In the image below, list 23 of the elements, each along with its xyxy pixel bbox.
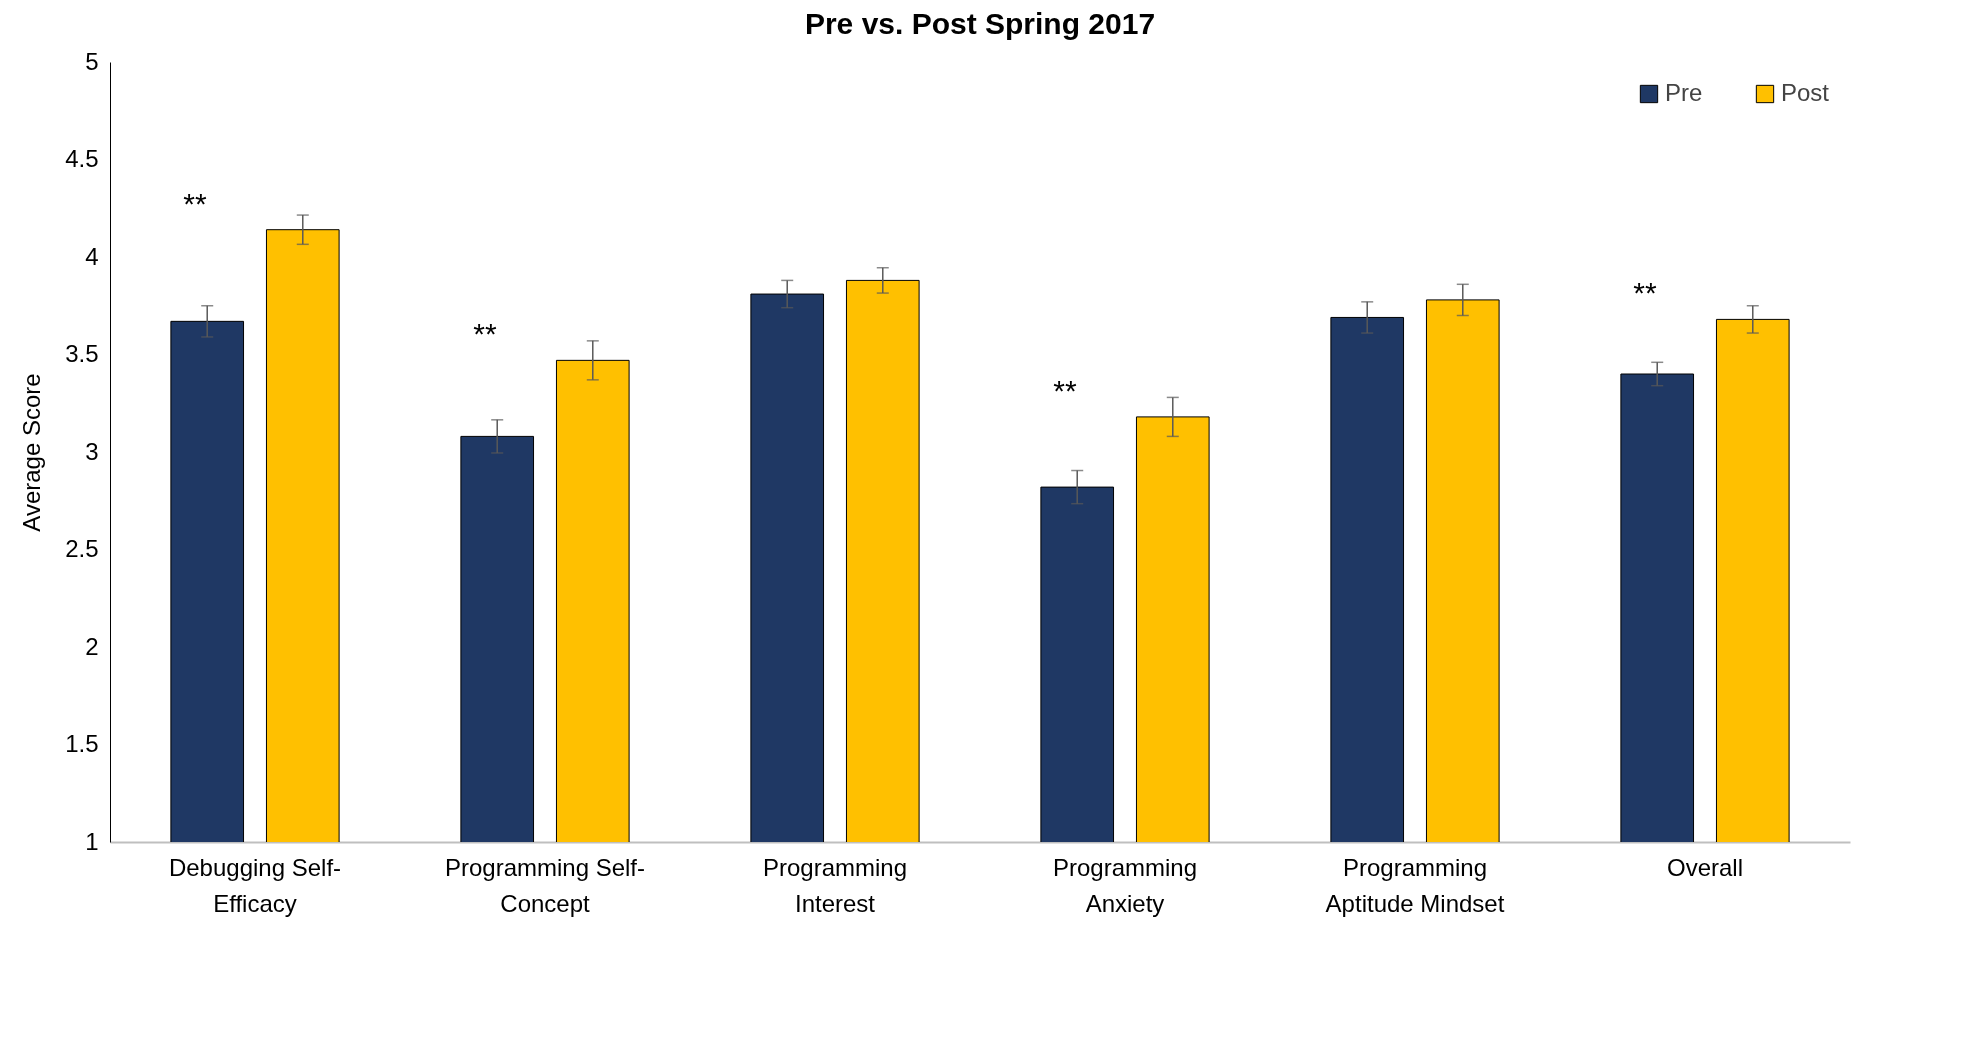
legend-label: Post bbox=[1781, 79, 1830, 106]
annotation: ** bbox=[473, 317, 497, 351]
y-tick-label: 2.5 bbox=[65, 535, 99, 562]
y-tick-label: 3 bbox=[85, 437, 99, 465]
annotation: ** bbox=[183, 186, 207, 220]
annotation: ** bbox=[1633, 276, 1657, 310]
x-tick-label: Programming Interest bbox=[762, 853, 908, 917]
y-tick-label: 2 bbox=[85, 632, 99, 660]
y-axis-title: Average Score bbox=[18, 373, 46, 532]
x-tick-label: Debugging Self-Efficacy bbox=[168, 853, 342, 917]
chart-title: Pre vs. Post Spring 2017 bbox=[804, 7, 1156, 40]
y-tick-label: 3.5 bbox=[65, 340, 99, 367]
y-tick-label: 4.5 bbox=[65, 145, 99, 172]
annotation: ** bbox=[1053, 373, 1077, 407]
legend-label: Pre bbox=[1665, 79, 1703, 106]
y-tick-label: 4 bbox=[85, 242, 99, 270]
y-tick-label: 1.5 bbox=[65, 730, 99, 757]
x-tick-label: Programming Self-Concept bbox=[444, 853, 646, 917]
x-tick-label: Programming Anxiety bbox=[1052, 853, 1198, 917]
y-tick-label: 5 bbox=[85, 47, 99, 75]
x-tick-label: Programming Aptitude Mindset bbox=[1325, 853, 1505, 917]
x-tick-label: Overall bbox=[1666, 853, 1744, 881]
y-tick-label: 1 bbox=[85, 827, 99, 855]
